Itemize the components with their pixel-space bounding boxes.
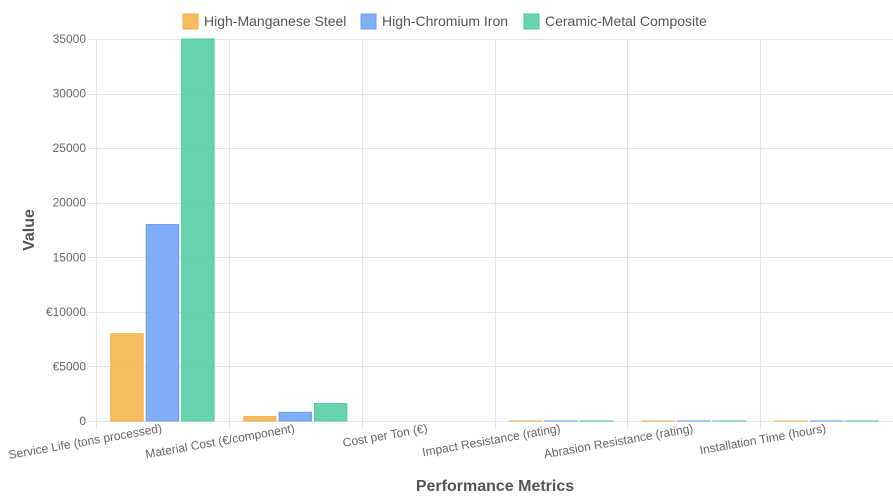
bar (243, 416, 277, 422)
legend: High-Manganese Steel High-Chromium Iron Ce… (182, 13, 707, 30)
y-tick-label: 15000 (53, 250, 87, 264)
x-tick-label: Abrasion Resistance (rating) (543, 421, 695, 461)
bar (145, 224, 180, 422)
bar (313, 403, 348, 422)
x-tick-label: Material Cost (€/component) (144, 421, 296, 461)
legend-swatch (360, 13, 377, 30)
y-tick-label: 30000 (53, 87, 87, 101)
y-tick-label: 0 (79, 414, 86, 428)
bar (278, 411, 312, 422)
y-tick-label: €5000 (53, 359, 87, 373)
y-axis-title: Value (21, 209, 38, 251)
bar (110, 333, 144, 422)
legend-label: High-Chromium Iron (382, 13, 508, 29)
legend-label: High-Manganese Steel (204, 13, 346, 29)
legend-label: Ceramic-Metal Composite (545, 13, 707, 29)
y-tick-label: 25000 (53, 141, 87, 155)
x-tick-label: Cost per Ton (€) (342, 421, 429, 450)
y-tick-label: €10000 (46, 305, 86, 319)
x-tick-label: Impact Resistance (rating) (421, 421, 561, 459)
y-tick-label: 35000 (53, 32, 87, 46)
bars (110, 38, 879, 422)
x-axis-title: Performance Metrics (416, 478, 574, 495)
bar (181, 38, 215, 422)
legend-swatch (523, 13, 540, 30)
y-tick-label: 20000 (53, 196, 87, 210)
legend-swatch (182, 13, 199, 30)
x-tick-label: Installation Time (hours) (699, 421, 828, 457)
grid-lines (88, 39, 893, 429)
